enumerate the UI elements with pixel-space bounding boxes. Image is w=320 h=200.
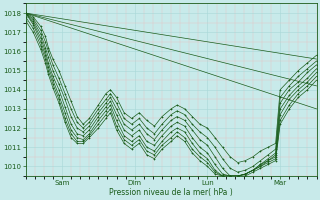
- X-axis label: Pression niveau de la mer( hPa ): Pression niveau de la mer( hPa ): [109, 188, 233, 197]
